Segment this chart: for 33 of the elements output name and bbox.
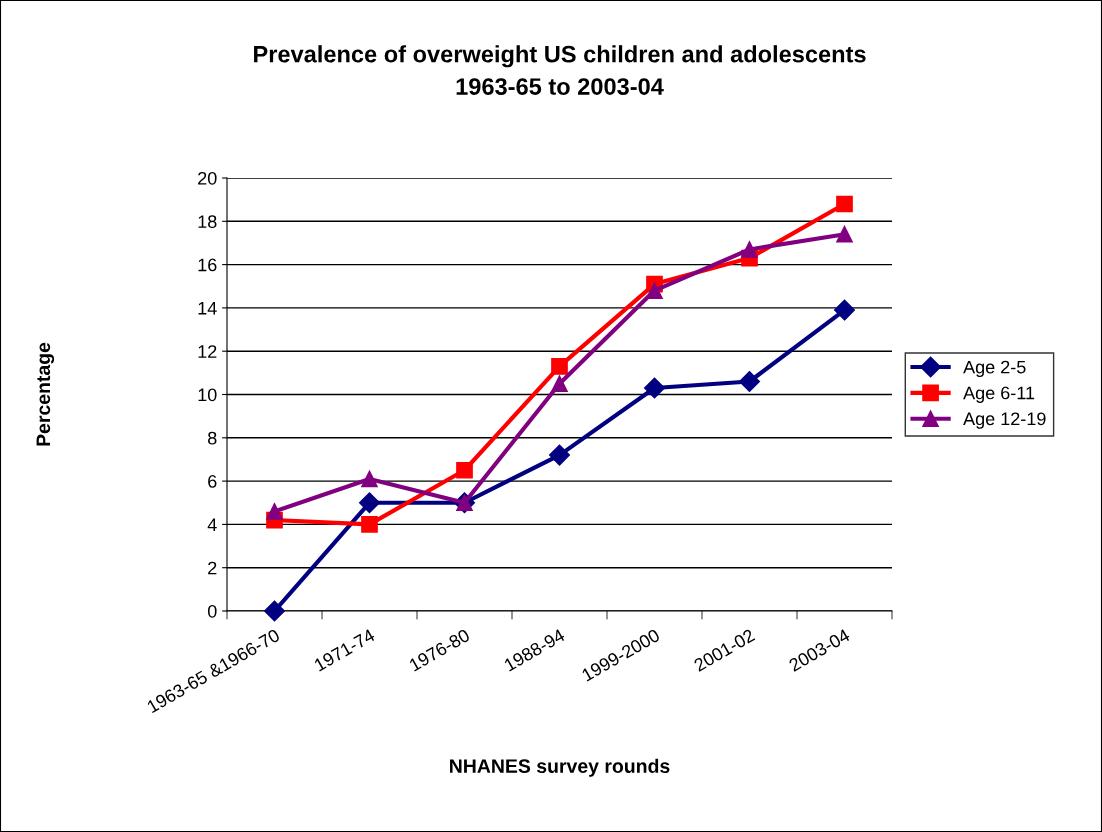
- chart-title: Prevalence of overweight US children and adolescents 1963-65 to 2003-04: [254, 45, 866, 95]
- y-tick-label: 0: [207, 604, 217, 618]
- y-tick-label: 12: [198, 345, 217, 358]
- point: [266, 503, 283, 520]
- x-axis-title: NHANES survey rounds: [450, 758, 670, 777]
- point: [456, 461, 473, 479]
- y-tick-label: 2: [208, 561, 217, 575]
- y-tick-label: 20: [198, 171, 217, 185]
- point: [548, 444, 571, 466]
- y-tick-label: 4: [207, 518, 217, 531]
- legend-label: Age 12-19: [963, 412, 1046, 429]
- legend-label: Age 2-5: [963, 360, 1026, 378]
- y-tick-label: 14: [198, 302, 217, 315]
- y-axis-title: Percentage: [36, 342, 55, 446]
- point: [741, 241, 758, 258]
- point: [361, 470, 378, 488]
- point: [833, 299, 856, 321]
- legend-label: Age 6-11: [963, 386, 1035, 403]
- y-tick-label: 16: [198, 258, 217, 272]
- point: [358, 492, 381, 514]
- y-tick-label: 10: [198, 388, 217, 402]
- point: [263, 600, 286, 622]
- point: [551, 375, 568, 393]
- point: [646, 282, 663, 299]
- point: [738, 370, 761, 393]
- y-tick-label: 6: [208, 475, 217, 488]
- point: [551, 358, 568, 375]
- point: [836, 195, 853, 213]
- point: [643, 377, 666, 399]
- y-tick-label: 8: [208, 431, 217, 445]
- y-tick-label: 18: [198, 215, 217, 229]
- point: [361, 516, 378, 533]
- point: [836, 225, 853, 243]
